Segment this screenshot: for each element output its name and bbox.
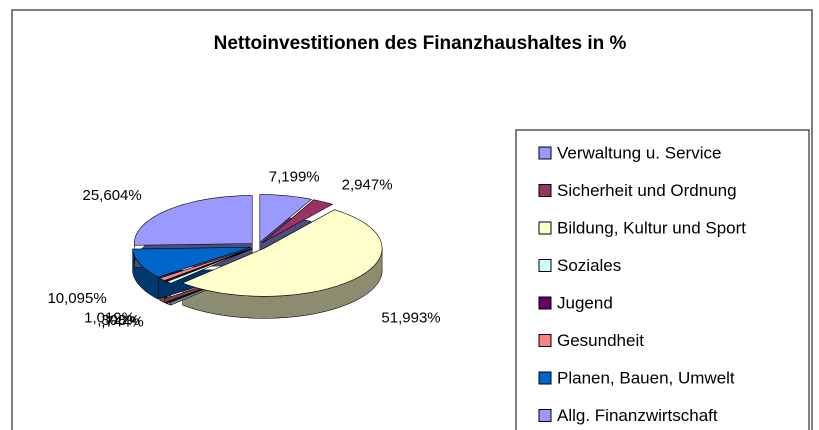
legend-swatch	[538, 371, 552, 385]
slice	[259, 194, 313, 244]
legend-label: Soziales	[557, 256, 621, 275]
data-label: ,398%	[97, 312, 140, 329]
slice	[133, 195, 253, 246]
slice	[158, 248, 253, 281]
data-label: 7,199%	[269, 169, 320, 186]
chart-title: Nettoinvestitionen des Finanzhaushaltes …	[214, 33, 627, 54]
legend-label: Gesundheit	[557, 331, 644, 350]
slice	[132, 246, 251, 278]
legend-swatch	[538, 409, 552, 422]
legend-swatch	[538, 184, 552, 197]
data-label: ,744%	[101, 314, 144, 331]
legend-label: Verwaltung u. Service	[557, 143, 721, 162]
legend-swatch	[538, 334, 552, 347]
data-label: 2,947%	[342, 177, 393, 194]
pie-tops	[132, 194, 383, 297]
legend-swatch	[538, 259, 552, 272]
slice	[181, 209, 383, 297]
data-label: 1,019%	[84, 310, 135, 327]
data-label: 25,604%	[83, 187, 142, 204]
data-label: 10,095%	[47, 290, 106, 307]
legend-box	[515, 129, 810, 430]
legend-label: Jugend	[557, 293, 613, 312]
legend-label: Sicherheit und Ordnung	[557, 181, 737, 200]
legend-label: Planen, Bauen, Umwelt	[557, 368, 735, 387]
legend-swatch	[538, 146, 552, 160]
legend-swatch	[538, 296, 552, 310]
legend-label: Allg. Finanzwirtschaft	[557, 406, 718, 425]
data-label: 51,993%	[381, 309, 440, 326]
legend-swatch	[538, 221, 552, 235]
legend-label: Bildung, Kultur und Sport	[557, 218, 746, 237]
slice	[261, 199, 334, 244]
